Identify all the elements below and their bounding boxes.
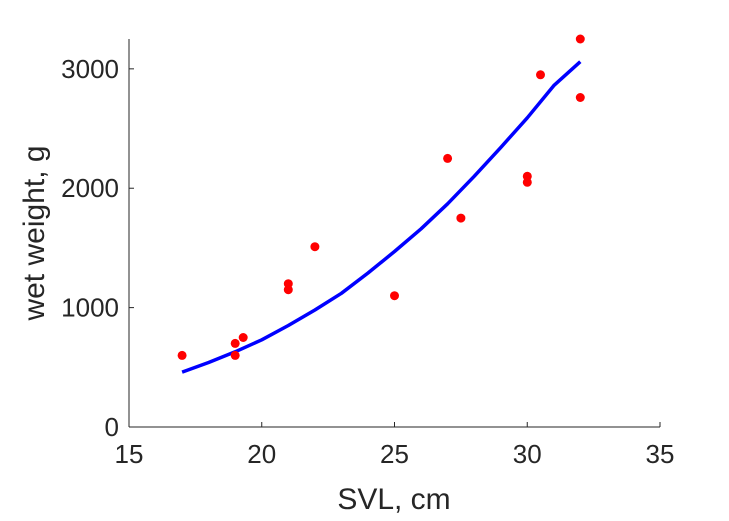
data-point [522,177,532,187]
data-point [443,153,453,163]
y-tick-label: 2000 [61,173,119,203]
data-point [456,213,466,223]
data-point [310,242,320,252]
data-points-layer [177,34,585,360]
fit-curve-layer [181,60,582,374]
data-point [177,350,187,360]
data-point [575,93,585,102]
x-tick-label: 20 [247,439,276,469]
axes: 15 20 25 30 35 0 1000 2000 3000 [61,39,674,469]
y-tick-label: 1000 [61,293,119,323]
x-tick-label: 15 [115,439,144,469]
data-point [230,350,240,360]
data-point [575,34,585,44]
x-tick-label: 35 [646,439,675,469]
x-tick-label: 25 [380,439,409,469]
fit-curve-line [181,60,582,374]
x-tick-label: 30 [513,439,542,469]
data-point [238,333,248,342]
data-point [536,70,545,80]
y-tick-label: 3000 [61,54,119,84]
y-tick-label: 0 [105,412,119,442]
y-axis-title: wet weight, g [18,145,51,321]
x-axis-title: SVL, cm [337,483,450,516]
data-point [230,338,240,348]
data-point [390,291,399,301]
data-point [283,285,293,295]
